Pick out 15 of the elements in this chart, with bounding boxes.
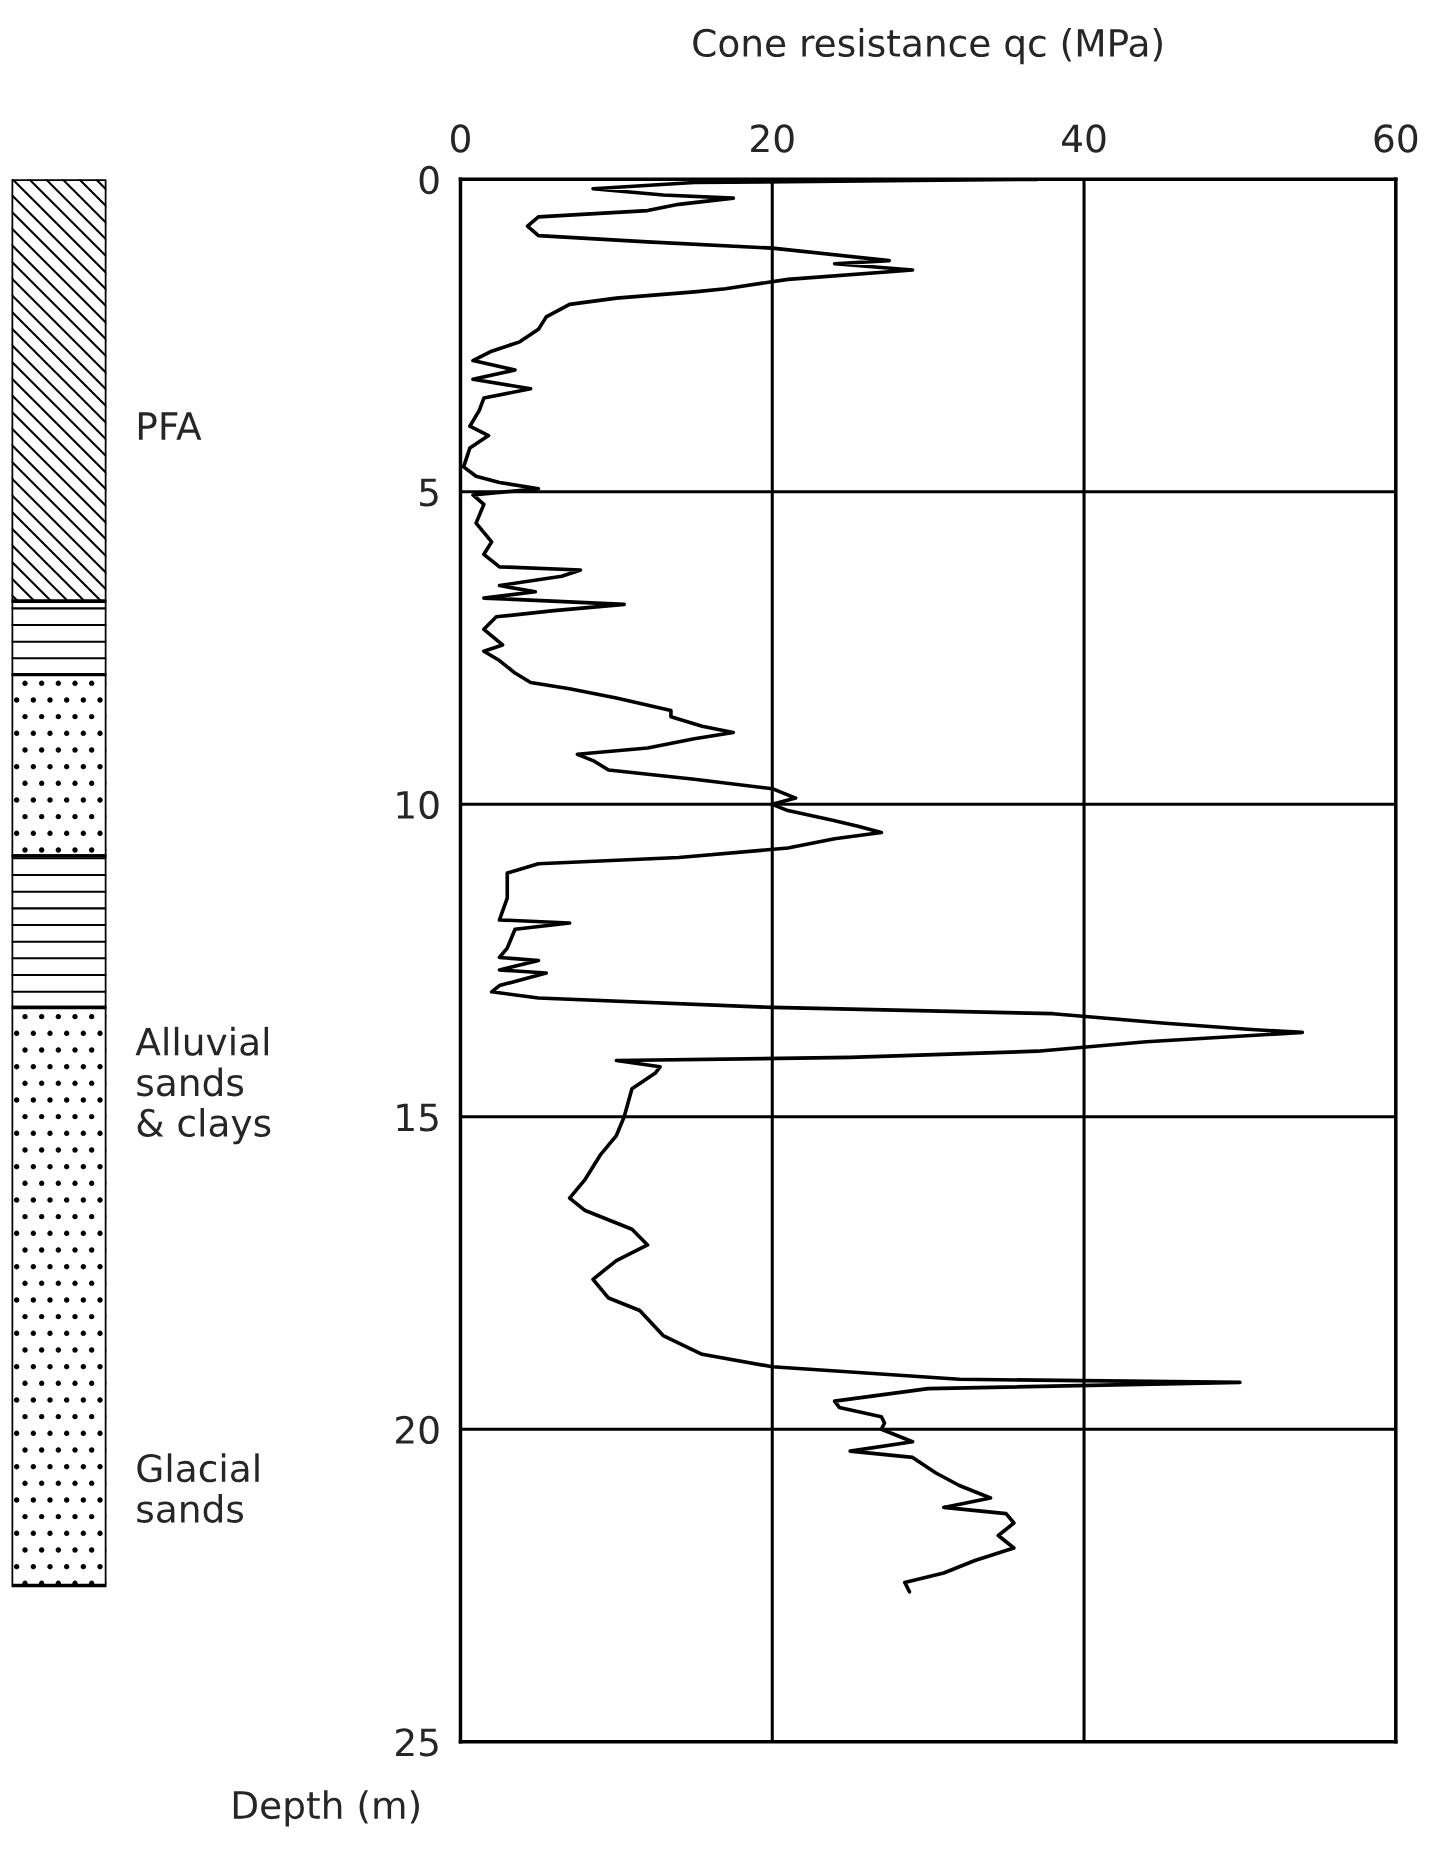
y-axis-title: Depth (m) xyxy=(233,1790,419,1827)
x-tick-label: 40 xyxy=(1062,124,1106,153)
x-axis-title: Cone resistance qc (MPa) xyxy=(693,28,1162,65)
y-tick-label: 20 xyxy=(396,1415,439,1445)
text: Glacial sands xyxy=(137,1453,259,1523)
y-tick-label: 15 xyxy=(397,1103,438,1132)
text: Alluvial sands & clays xyxy=(135,1026,271,1145)
y-tick-label: 25 xyxy=(396,1728,438,1757)
y-tick-label: 5 xyxy=(420,478,438,507)
text: PFA xyxy=(138,412,202,440)
y-tick-label: 0 xyxy=(419,165,439,195)
y-tick-label: 10 xyxy=(397,790,439,820)
x-tick-label: 60 xyxy=(1374,124,1418,153)
x-tick-label: 0 xyxy=(451,124,470,153)
x-tick-label: 20 xyxy=(751,124,794,153)
